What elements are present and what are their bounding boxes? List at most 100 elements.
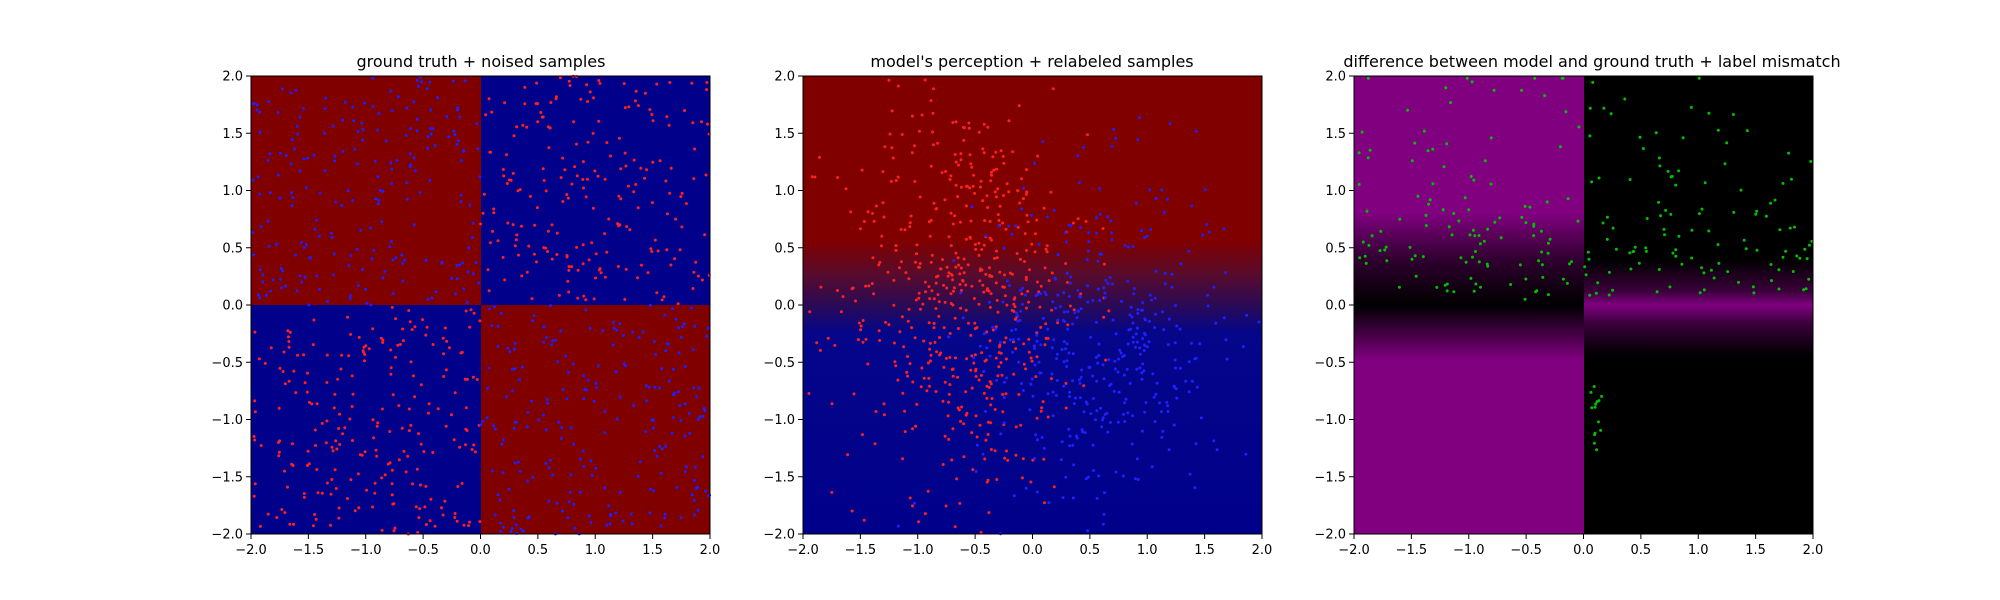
sample-point-red — [891, 156, 895, 160]
sample-point-red — [325, 353, 329, 357]
sample-point-blue — [1091, 298, 1095, 302]
sample-point-blue — [506, 346, 510, 350]
sample-point-blue — [364, 287, 367, 291]
sample-point-red — [839, 310, 843, 314]
sample-point-blue — [412, 100, 416, 104]
sample-point-red — [1064, 262, 1068, 265]
sample-point-blue — [401, 261, 405, 265]
sample-point-blue — [609, 513, 612, 516]
sample-point-red — [311, 343, 315, 347]
x-axis: −2.0 −1.5 −1.0 −0.5 0.0 0.5 1.0 1.5 2.0 — [787, 534, 1272, 558]
mismatch-point — [1483, 159, 1487, 163]
sample-point-blue — [513, 347, 516, 351]
sample-point-red — [1029, 480, 1033, 484]
sample-point-red — [959, 158, 963, 162]
sample-point-red — [872, 219, 876, 223]
sample-point-blue — [1097, 353, 1101, 357]
sample-point-red — [898, 330, 902, 334]
sample-point-blue — [1020, 207, 1024, 211]
sample-point-red — [958, 272, 962, 276]
mismatch-point — [1607, 270, 1611, 274]
region-top-left — [251, 76, 481, 305]
sample-point-red — [1024, 367, 1028, 371]
sample-point-red — [314, 444, 317, 447]
sample-point-red — [542, 179, 546, 182]
sample-point-blue — [1132, 292, 1136, 296]
sample-point-blue — [496, 324, 500, 328]
sample-point-red — [918, 195, 922, 199]
sample-point-red — [343, 426, 347, 430]
sample-point-blue — [493, 427, 497, 431]
sample-point-red — [910, 151, 914, 155]
sample-point-blue — [1178, 366, 1182, 370]
sample-point-blue — [298, 169, 302, 173]
sample-point-blue — [1031, 394, 1035, 398]
sample-point-red — [605, 250, 609, 254]
mismatch-point — [1524, 221, 1528, 225]
sample-point-blue — [545, 335, 548, 339]
sample-point-blue — [455, 264, 459, 267]
sample-point-red — [861, 340, 865, 344]
sample-point-red — [830, 490, 834, 494]
sample-point-red — [350, 374, 354, 378]
mismatch-point — [1384, 245, 1388, 249]
sample-point-blue — [659, 524, 663, 528]
sample-point-blue — [1102, 377, 1106, 381]
sample-point-red — [253, 399, 257, 403]
sample-point-red — [983, 219, 987, 223]
sample-point-red — [844, 187, 848, 191]
mismatch-point — [1532, 224, 1536, 228]
sample-point-red — [962, 126, 966, 130]
sample-point-red — [418, 507, 422, 511]
sample-point-red — [281, 370, 285, 373]
sample-point-blue — [530, 399, 533, 403]
sample-point-blue — [453, 133, 457, 137]
sample-point-red — [575, 245, 579, 249]
sample-point-blue — [1170, 272, 1174, 276]
y-tick-label: 2.0 — [222, 70, 243, 85]
sample-point-red — [566, 279, 570, 283]
sample-point-blue — [456, 108, 460, 112]
sample-point-red — [989, 448, 993, 451]
sample-point-red — [444, 424, 448, 428]
sample-point-blue — [435, 96, 439, 100]
sample-point-red — [1046, 336, 1050, 340]
sample-point-red — [320, 421, 324, 425]
sample-point-blue — [1084, 400, 1088, 404]
sample-point-blue — [1097, 474, 1101, 478]
y-tick-label: 0.0 — [1325, 299, 1346, 314]
sample-point-blue — [331, 124, 335, 128]
sample-point-red — [1102, 262, 1106, 266]
sample-point-red — [356, 472, 360, 476]
sample-point-red — [1034, 232, 1037, 236]
sample-point-blue — [490, 469, 494, 473]
sample-point-red — [943, 434, 947, 438]
sample-point-red — [910, 114, 914, 118]
sample-point-blue — [1098, 299, 1102, 302]
sample-point-red — [1043, 343, 1047, 347]
sample-point-blue — [1086, 284, 1089, 288]
mismatch-point — [1482, 239, 1486, 243]
sample-point-red — [1043, 501, 1046, 505]
sample-point-blue — [267, 100, 271, 104]
sample-point-red — [929, 99, 933, 103]
sample-point-blue — [652, 418, 656, 422]
sample-point-red — [617, 224, 621, 228]
sample-point-red — [998, 204, 1002, 208]
sample-point-red — [1011, 150, 1015, 154]
sample-point-red — [603, 275, 607, 279]
sample-point-red — [913, 180, 917, 183]
sample-point-red — [376, 421, 380, 425]
sample-point-blue — [519, 527, 523, 531]
sample-point-blue — [630, 522, 634, 526]
sample-point-red — [561, 156, 565, 160]
mismatch-point — [1442, 165, 1446, 169]
sample-point-blue — [1136, 311, 1140, 315]
sample-point-red — [622, 82, 626, 86]
mismatch-point — [1398, 217, 1402, 221]
sample-point-blue — [1153, 296, 1157, 300]
sample-point-blue — [629, 512, 633, 516]
sample-point-red — [993, 449, 997, 453]
mismatch-point — [1452, 290, 1456, 294]
sample-point-blue — [632, 403, 636, 407]
